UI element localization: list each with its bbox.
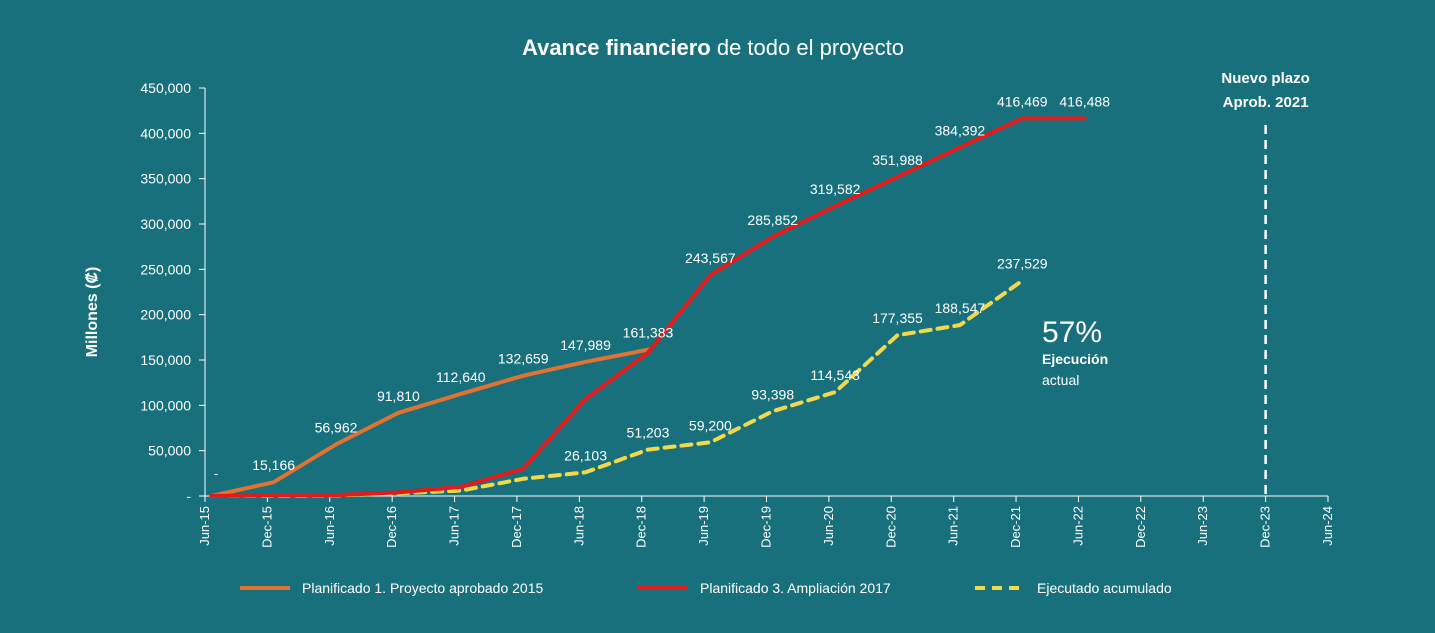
data-label: 319,582 bbox=[810, 181, 861, 197]
series-line-2 bbox=[209, 116, 1087, 498]
x-tick-label: Jun-18 bbox=[571, 506, 586, 546]
deadline-label-line2: Aprob. 2021 bbox=[1223, 94, 1309, 111]
data-label: 56,962 bbox=[315, 419, 358, 435]
execution-percent-label: Ejecución bbox=[1042, 351, 1108, 367]
data-label: 188,547 bbox=[935, 300, 986, 316]
x-tick-label: Dec-18 bbox=[634, 506, 649, 548]
x-tick-label: Jun-24 bbox=[1320, 506, 1335, 546]
chart-title-rest: de todo el proyecto bbox=[711, 35, 904, 60]
legend: Planificado 1. Proyecto aprobado 2015 Pla… bbox=[240, 580, 1172, 596]
data-label: 112,640 bbox=[436, 369, 486, 385]
x-tick-label: Jun-17 bbox=[447, 506, 462, 546]
x-tick-label: Dec-16 bbox=[384, 506, 399, 548]
x-tick-label: Jun-19 bbox=[696, 506, 711, 546]
data-label: 384,392 bbox=[935, 122, 986, 138]
x-tick-label: Dec-15 bbox=[259, 506, 274, 548]
data-label: 177,355 bbox=[872, 310, 923, 326]
data-label: 114,543 bbox=[810, 367, 860, 383]
x-tick-label: Dec-23 bbox=[1258, 506, 1273, 548]
series-layer bbox=[209, 116, 1087, 498]
y-tick-label: 50,000 bbox=[148, 443, 191, 459]
data-label: 351,988 bbox=[872, 152, 923, 168]
y-tick-label: 400,000 bbox=[140, 125, 191, 141]
y-tick-label: 350,000 bbox=[140, 171, 191, 187]
execution-percent-sub: actual bbox=[1042, 372, 1079, 388]
axes: - 50,000 100,000 150,000 200,000 250,000 300,0… bbox=[140, 80, 1335, 548]
x-tick-label: Dec-19 bbox=[759, 506, 774, 548]
data-label: 15,166 bbox=[252, 457, 295, 473]
data-label: 59,200 bbox=[689, 417, 732, 433]
chart-title-bold: Avance financiero bbox=[522, 35, 711, 60]
x-tick-label: Jun-22 bbox=[1070, 506, 1085, 546]
data-label: 285,852 bbox=[747, 212, 798, 228]
y-tick-label: 150,000 bbox=[140, 352, 191, 368]
legend-label: Planificado 3. Ampliación 2017 bbox=[700, 580, 891, 596]
series-line-1 bbox=[209, 347, 650, 498]
x-tick-label: Jun-20 bbox=[821, 506, 836, 546]
legend-label: Ejecutado acumulado bbox=[1037, 580, 1172, 596]
data-label: 132,659 bbox=[498, 351, 549, 367]
y-tick-label: 450,000 bbox=[140, 80, 191, 96]
x-tick-label: Dec-21 bbox=[1008, 506, 1023, 548]
data-label: 26,103 bbox=[564, 447, 607, 463]
y-axis-label: Millones (₡) bbox=[84, 267, 101, 358]
y-tick-label: 100,000 bbox=[140, 397, 191, 413]
x-tick-label: Jun-23 bbox=[1195, 506, 1210, 546]
x-tick-label: Jun-21 bbox=[946, 506, 961, 546]
x-tick-label: Dec-17 bbox=[509, 506, 524, 548]
execution-percent: 57% bbox=[1042, 316, 1102, 349]
data-label: 147,989 bbox=[560, 337, 611, 353]
y-tick-label: 200,000 bbox=[140, 307, 191, 323]
data-label: 93,398 bbox=[751, 386, 794, 402]
data-label: 237,529 bbox=[997, 256, 1048, 272]
y-tick-label: 250,000 bbox=[140, 261, 191, 277]
chart-title: Avance financiero de todo el proyecto bbox=[522, 35, 904, 60]
x-tick-label: Jun-15 bbox=[197, 506, 212, 546]
data-label: 416,488 bbox=[1059, 93, 1110, 109]
stray-dash: - bbox=[214, 466, 218, 481]
y-tick-label: 300,000 bbox=[140, 216, 191, 232]
x-tick-label: Dec-22 bbox=[1133, 506, 1148, 548]
data-label: 91,810 bbox=[377, 388, 420, 404]
data-label: 51,203 bbox=[627, 425, 670, 441]
data-label: 416,469 bbox=[997, 93, 1048, 109]
x-tick-label: Dec-20 bbox=[883, 506, 898, 548]
deadline-label-line1: Nuevo plazo bbox=[1221, 70, 1309, 87]
data-label: 243,567 bbox=[685, 250, 736, 266]
x-tick-label: Jun-16 bbox=[322, 506, 337, 546]
y-tick-label: - bbox=[186, 488, 191, 504]
legend-label: Planificado 1. Proyecto aprobado 2015 bbox=[302, 580, 543, 596]
data-labels: 15,166 56,962 91,810 112,640 132,659 147,989 1… bbox=[252, 93, 1110, 473]
data-label: 161,383 bbox=[623, 325, 674, 341]
